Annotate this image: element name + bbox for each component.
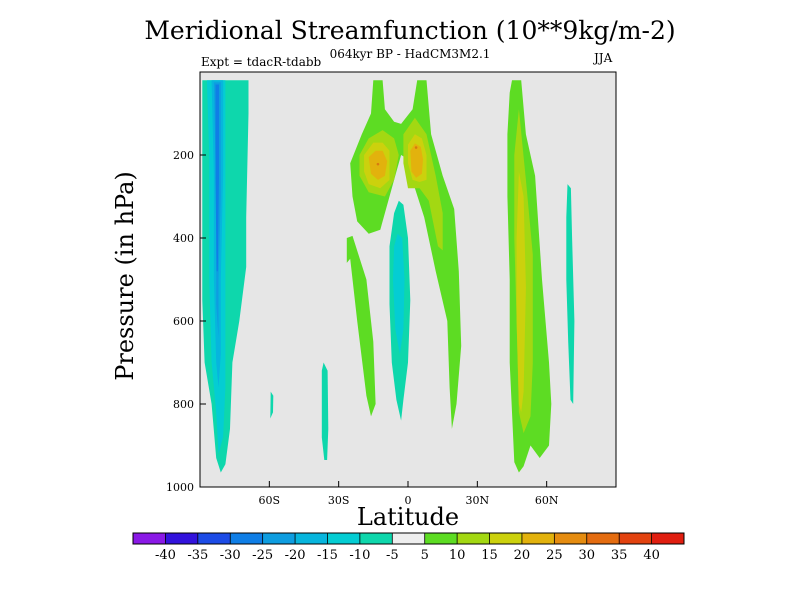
axes: 60S 30S 0 30N 60N 200 400 600 800 1000 bbox=[166, 149, 559, 507]
colorbar-swatch bbox=[230, 533, 263, 544]
chart-title: Meridional Streamfunction (10**9kg/m-2) bbox=[144, 16, 676, 45]
colorbar-swatch bbox=[651, 533, 685, 544]
y-tick-label: 1000 bbox=[166, 481, 194, 494]
colorbar-label: 5 bbox=[421, 548, 429, 563]
colorbar-label: -5 bbox=[386, 548, 399, 563]
y-tick-label: 400 bbox=[173, 232, 194, 245]
x-axis-label: Latitude bbox=[356, 503, 460, 531]
colorbar-swatch bbox=[489, 533, 523, 544]
chart-subtitle: 064kyr BP - HadCM3M2.1 bbox=[329, 47, 491, 61]
colorbar-swatch bbox=[392, 533, 425, 544]
x-tick-label: 60N bbox=[535, 494, 559, 507]
colorbar-swatch bbox=[262, 533, 296, 544]
colorbar-swatch bbox=[295, 533, 328, 544]
colorbar-swatch bbox=[165, 533, 199, 544]
colorbar-label: 20 bbox=[514, 548, 531, 563]
y-tick-label: 800 bbox=[173, 398, 194, 411]
cell-nh-pos-3 bbox=[516, 171, 526, 413]
season-label: JJA bbox=[594, 51, 613, 65]
cell-35s-neg bbox=[321, 362, 329, 460]
cell-trop-neg-2 bbox=[393, 233, 405, 355]
experiment-label: Expt = tdacR-tdabb bbox=[201, 55, 322, 69]
core-marker-equator bbox=[414, 146, 418, 149]
y-tick-label: 200 bbox=[173, 149, 194, 162]
cell-shs-neg-5 bbox=[215, 84, 219, 272]
colorbar-swatch bbox=[619, 533, 652, 544]
colorbar-swatch bbox=[521, 533, 555, 544]
colorbar-label: -10 bbox=[349, 548, 370, 563]
colorbar-label: 10 bbox=[449, 548, 466, 563]
colorbar-label: 40 bbox=[643, 548, 660, 563]
cell-75s-neg bbox=[270, 391, 274, 419]
colorbar-label: 30 bbox=[578, 548, 595, 563]
colorbar-swatch bbox=[327, 533, 361, 544]
contour-layer bbox=[202, 80, 575, 473]
cell-nh-neg bbox=[566, 184, 575, 404]
colorbar-swatch bbox=[197, 533, 231, 544]
core-marker-south bbox=[376, 162, 380, 166]
colorbar-border bbox=[132, 532, 685, 545]
colorbar-swatch bbox=[554, 533, 588, 544]
x-tick-label: 30N bbox=[466, 494, 490, 507]
colorbar-label: 15 bbox=[481, 548, 498, 563]
cell-20s-pos bbox=[346, 235, 376, 417]
x-tick-label: 30S bbox=[328, 494, 350, 507]
colorbar-swatch bbox=[359, 533, 393, 544]
colorbar-label: -35 bbox=[187, 548, 208, 563]
y-tick-label: 600 bbox=[173, 315, 194, 328]
x-tick-label: 0 bbox=[405, 494, 412, 507]
colorbar-label: -30 bbox=[220, 548, 241, 563]
colorbar-swatch bbox=[424, 533, 458, 544]
colorbar-label: -40 bbox=[155, 548, 176, 563]
colorbar-label: 25 bbox=[546, 548, 563, 563]
colorbar: -40 -35 -30 -25 -20 -15 -10 -5 5 10 15 20 25 30 35 40 bbox=[132, 532, 685, 563]
cell-upper-pos-7 bbox=[410, 143, 423, 178]
colorbar-swatch bbox=[133, 533, 166, 544]
colorbar-label: -20 bbox=[285, 548, 306, 563]
colorbar-label: 35 bbox=[611, 548, 628, 563]
colorbar-swatch bbox=[457, 533, 490, 544]
colorbar-swatch bbox=[586, 533, 620, 544]
colorbar-label: -25 bbox=[252, 548, 273, 563]
x-tick-label: 60S bbox=[259, 494, 281, 507]
colorbar-label: -15 bbox=[317, 548, 338, 563]
